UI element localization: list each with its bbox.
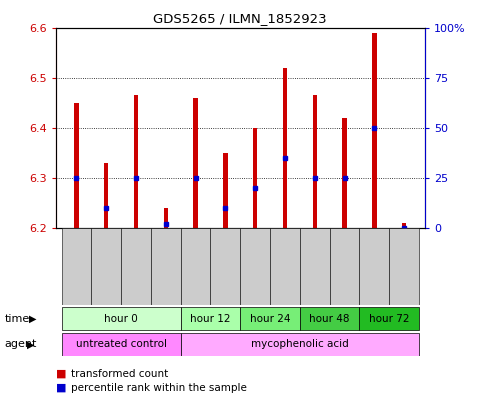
Text: hour 12: hour 12 [190, 314, 231, 324]
Bar [134, 95, 138, 228]
Bar [74, 103, 79, 228]
FancyBboxPatch shape [389, 228, 419, 305]
FancyBboxPatch shape [330, 228, 359, 305]
FancyBboxPatch shape [359, 228, 389, 305]
Text: untreated control: untreated control [76, 339, 167, 349]
FancyBboxPatch shape [211, 228, 241, 305]
Text: percentile rank within the sample: percentile rank within the sample [71, 383, 247, 393]
Bar [223, 153, 227, 228]
Text: hour 0: hour 0 [104, 314, 138, 324]
Bar [193, 97, 198, 228]
FancyBboxPatch shape [241, 228, 270, 305]
Text: ▶: ▶ [29, 314, 37, 324]
Bar [104, 163, 109, 228]
Text: hour 72: hour 72 [369, 314, 410, 324]
Text: agent: agent [5, 339, 37, 349]
FancyBboxPatch shape [181, 307, 241, 331]
Bar [372, 33, 377, 228]
Bar [283, 68, 287, 228]
Text: ■: ■ [56, 383, 66, 393]
Text: hour 48: hour 48 [310, 314, 350, 324]
Bar [402, 223, 406, 228]
FancyBboxPatch shape [61, 307, 181, 331]
FancyBboxPatch shape [300, 228, 330, 305]
FancyBboxPatch shape [61, 228, 91, 305]
Bar [342, 118, 347, 228]
Text: hour 24: hour 24 [250, 314, 290, 324]
Title: GDS5265 / ILMN_1852923: GDS5265 / ILMN_1852923 [154, 12, 327, 25]
FancyBboxPatch shape [121, 228, 151, 305]
FancyBboxPatch shape [300, 307, 359, 331]
Text: mycophenolic acid: mycophenolic acid [251, 339, 349, 349]
FancyBboxPatch shape [61, 332, 181, 356]
Bar [313, 95, 317, 228]
FancyBboxPatch shape [151, 228, 181, 305]
Text: time: time [5, 314, 30, 324]
FancyBboxPatch shape [181, 332, 419, 356]
Text: ■: ■ [56, 369, 66, 379]
Bar [253, 128, 257, 228]
FancyBboxPatch shape [270, 228, 300, 305]
Bar [164, 208, 168, 228]
Text: ▶: ▶ [27, 339, 34, 349]
FancyBboxPatch shape [241, 307, 300, 331]
FancyBboxPatch shape [359, 307, 419, 331]
Text: transformed count: transformed count [71, 369, 169, 379]
FancyBboxPatch shape [91, 228, 121, 305]
FancyBboxPatch shape [181, 228, 211, 305]
